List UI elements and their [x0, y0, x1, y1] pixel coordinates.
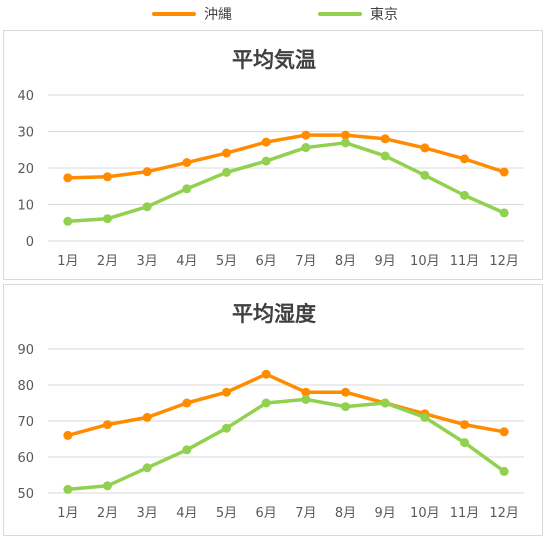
temp-x-tick-label: 6月: [256, 254, 277, 269]
hum-series-1-point: [460, 438, 469, 448]
hum-x-tick-label: 12月: [489, 506, 519, 521]
temp-series-1-point: [142, 202, 152, 212]
temp-series-0-point: [63, 173, 73, 183]
temp-series-1-point: [380, 151, 390, 161]
temp-series-0-point: [142, 167, 152, 177]
temp-x-tick-label: 5月: [216, 254, 237, 269]
legend-item-okinawa: 沖縄: [152, 4, 232, 24]
temp-series-0-point: [222, 148, 231, 158]
temp-x-tick-label: 1月: [57, 254, 78, 269]
temp-series-0-point: [182, 158, 192, 168]
hum-series-0-point: [103, 420, 112, 430]
temp-series-0-point: [301, 130, 311, 140]
temp-series-1-point: [499, 208, 509, 218]
hum-series-1-point: [380, 398, 390, 408]
temp-series-1-point: [222, 167, 231, 177]
temp-series-0-point: [341, 130, 350, 140]
hum-x-tick-label: 9月: [375, 506, 396, 521]
hum-x-tick-label: 1月: [57, 506, 78, 521]
hum-series-0-point: [182, 398, 192, 408]
temperature-chart-title: 平均気温: [232, 48, 316, 72]
hum-series-0-point: [499, 427, 509, 437]
chart-legend: 沖縄 東京: [0, 0, 547, 28]
temp-series-0-point: [499, 167, 509, 177]
hum-series-0-point: [301, 387, 311, 397]
temp-series-0-point: [460, 154, 469, 164]
temp-x-tick-label: 9月: [375, 254, 396, 269]
hum-series-0-point: [460, 420, 469, 430]
temp-series-0-point: [261, 137, 271, 147]
temp-series-0-point: [380, 134, 390, 144]
hum-x-tick-label: 2月: [97, 506, 118, 521]
humidity-chart: 平均湿度 50 60 70 80 90 1月 2月 3月 4月 5月 6月 7月 8月 9月 10月 11月 1…: [17, 302, 524, 521]
hum-y-tick-label: 70: [17, 415, 34, 430]
hum-x-tick-label: 4月: [176, 506, 197, 521]
temp-y-tick-label: 20: [17, 162, 34, 177]
temp-series-line-0: [66, 133, 506, 180]
temp-series-0-point: [420, 143, 430, 153]
hum-series-0-point: [222, 387, 231, 397]
temp-x-tick-label: 3月: [137, 254, 158, 269]
hum-x-tick-label: 3月: [137, 506, 158, 521]
hum-series-line-0: [66, 372, 506, 438]
hum-y-tick-label: 80: [17, 379, 34, 394]
temp-y-tick-label: 30: [17, 126, 34, 141]
legend-label-okinawa: 沖縄: [204, 7, 232, 23]
temp-series-1-point: [103, 214, 112, 224]
humidity-chart-title: 平均湿度: [232, 302, 316, 326]
temp-x-tick-label: 10月: [410, 254, 440, 269]
legend-item-tokyo: 東京: [318, 4, 398, 24]
temp-x-tick-label: 11月: [450, 254, 480, 269]
hum-series-1-point: [63, 484, 73, 494]
hum-x-tick-label: 10月: [410, 506, 440, 521]
temp-series-1-point: [182, 184, 192, 194]
hum-x-tick-label: 8月: [335, 506, 356, 521]
hum-x-tick-label: 7月: [295, 506, 316, 521]
temperature-chart: 平均気温 0 10 20 30 40 1月 2月 3月 4月 5月 6月 7月 8月 9月 10月 11月 12…: [17, 48, 524, 269]
hum-x-tick-label: 5月: [216, 506, 237, 521]
hum-x-tick-label: 6月: [256, 506, 277, 521]
temp-series-1-point: [341, 138, 350, 148]
hum-y-tick-label: 60: [17, 451, 34, 466]
temp-series-1-point: [63, 216, 73, 226]
temp-y-tick-label: 40: [17, 89, 34, 104]
hum-series-0-point: [63, 430, 73, 440]
hum-series-0-point: [142, 412, 152, 422]
humidity-chart-panel: 平均湿度 50 60 70 80 90 1月 2月 3月 4月 5月 6月 7月 8月 9月 10月 11月 1…: [3, 284, 543, 536]
hum-y-tick-label: 50: [17, 487, 34, 502]
temp-y-tick-label: 10: [17, 199, 34, 214]
temp-series-1-point: [301, 143, 311, 153]
hum-series-1-point: [103, 481, 112, 491]
temp-x-tick-label: 8月: [335, 254, 356, 269]
temp-series-line-1: [66, 141, 506, 224]
hum-series-1-point: [142, 463, 152, 473]
temp-x-tick-label: 12月: [489, 254, 519, 269]
hum-series-0-point: [261, 369, 271, 379]
hum-series-1-point: [499, 466, 509, 476]
hum-series-1-point: [182, 445, 192, 455]
hum-series-1-point: [222, 423, 231, 433]
hum-series-1-point: [261, 398, 271, 408]
temp-x-tick-label: 4月: [176, 254, 197, 269]
hum-series-line-1: [66, 397, 506, 492]
hum-series-1-point: [301, 394, 311, 404]
hum-x-tick-label: 11月: [450, 506, 480, 521]
temp-series-0-point: [103, 172, 112, 182]
hum-series-1-point: [341, 402, 350, 412]
temp-x-tick-label: 7月: [295, 254, 316, 269]
temp-series-1-point: [420, 170, 430, 180]
temp-series-1-point: [460, 190, 469, 200]
temp-y-tick-label: 0: [26, 235, 34, 250]
temp-series-1-point: [261, 156, 271, 166]
hum-y-tick-label: 90: [17, 343, 34, 358]
legend-swatch-okinawa: [152, 12, 196, 16]
hum-series-1-point: [420, 412, 430, 422]
hum-series-0-point: [341, 387, 350, 397]
legend-label-tokyo: 東京: [370, 7, 398, 23]
temperature-chart-panel: 平均気温 0 10 20 30 40 1月 2月 3月 4月 5月 6月 7月 8月 9月 10月 11月 12…: [3, 30, 543, 280]
temp-x-tick-label: 2月: [97, 254, 118, 269]
legend-swatch-tokyo: [318, 12, 362, 16]
